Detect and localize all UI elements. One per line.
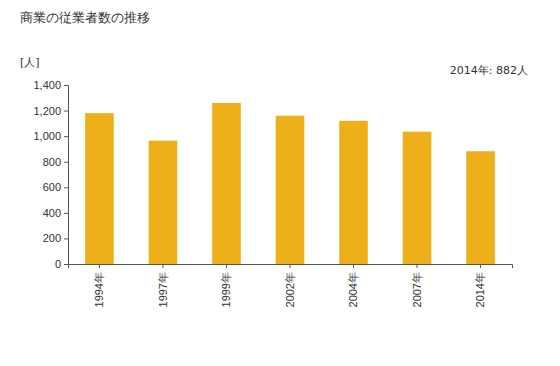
- y-label: [人]: [20, 56, 40, 69]
- bar: [276, 116, 305, 264]
- x-tick-label: 2004年: [347, 272, 359, 307]
- y-tick: 400: [43, 207, 68, 219]
- bar: [339, 121, 368, 264]
- x-tick: 1999年: [220, 264, 232, 307]
- bar: [85, 113, 114, 264]
- x-tick-label: 1997年: [157, 272, 169, 307]
- y-tick-mark: [64, 111, 68, 112]
- y-tick-label: 200: [43, 232, 61, 244]
- y-tick-mark: [64, 238, 68, 239]
- bar: [403, 132, 432, 264]
- x-tick: 2004年: [347, 264, 359, 307]
- x-tick-label: 1994年: [93, 272, 105, 307]
- title: 商業の従業者数の推移: [20, 10, 150, 25]
- x-axis: 1994年 1997年 1999年 2002年 2004年 2007年 2014年: [69, 264, 513, 307]
- x-tick-mark: [162, 264, 163, 268]
- y-tick: 800: [43, 156, 68, 168]
- y-tick: 1,400: [33, 79, 68, 91]
- y-tick-mark: [64, 136, 68, 137]
- plot: 02004006008001,0001,2001,4001994年1997年19…: [33, 79, 512, 307]
- bar: [466, 151, 495, 264]
- y-tick-mark: [64, 213, 68, 214]
- y-tick-mark: [64, 187, 68, 188]
- bar: [149, 141, 178, 264]
- x-tick: 2002年: [284, 264, 296, 307]
- x-tick-mark: [353, 264, 354, 268]
- annotation: 2014年: 882人: [450, 64, 528, 77]
- y-tick-label: 600: [43, 181, 61, 193]
- y-tick-label: 1,000: [33, 130, 61, 142]
- bars: [85, 103, 495, 264]
- x-tick-mark: [417, 264, 418, 268]
- x-tick-label: 2014年: [474, 272, 486, 307]
- x-tick: 2007年: [411, 264, 423, 307]
- x-tick: 1997年: [157, 264, 169, 307]
- y-tick-label: 0: [55, 258, 61, 270]
- x-tick: 2014年: [474, 264, 486, 307]
- y-tick-label: 1,400: [33, 79, 61, 91]
- y-tick-mark: [64, 162, 68, 163]
- x-tick-label: 2007年: [411, 272, 423, 307]
- y-tick: 600: [43, 181, 68, 193]
- y-tick: 0: [55, 258, 68, 270]
- x-tick-mark: [480, 264, 481, 268]
- y-tick-label: 1,200: [33, 105, 61, 117]
- y-tick-mark: [64, 264, 68, 265]
- x-tick-label: 2002年: [284, 272, 296, 307]
- x-axis-line: [69, 265, 513, 269]
- x-tick-mark: [226, 264, 227, 268]
- x-tick: 1994年: [93, 264, 105, 307]
- y-tick: 200: [43, 232, 68, 244]
- bar: [212, 103, 241, 264]
- x-tick-label: 1999年: [220, 272, 232, 307]
- x-tick-mark: [99, 264, 100, 268]
- x-tick-mark: [290, 264, 291, 268]
- chart: 商業の従業者数の推移 [人] 2014年: 882人 0 200 400 600 800 1,0…: [0, 0, 560, 366]
- y-tick-mark: [64, 85, 68, 86]
- y-tick: 1,000: [33, 130, 68, 142]
- y-tick-label: 800: [43, 156, 61, 168]
- y-axis-line: [64, 86, 69, 265]
- y-axis: 0 200 400 600 800 1,000 1,200 1,400: [33, 79, 68, 270]
- y-tick: 1,200: [33, 105, 68, 117]
- y-tick-label: 400: [43, 207, 61, 219]
